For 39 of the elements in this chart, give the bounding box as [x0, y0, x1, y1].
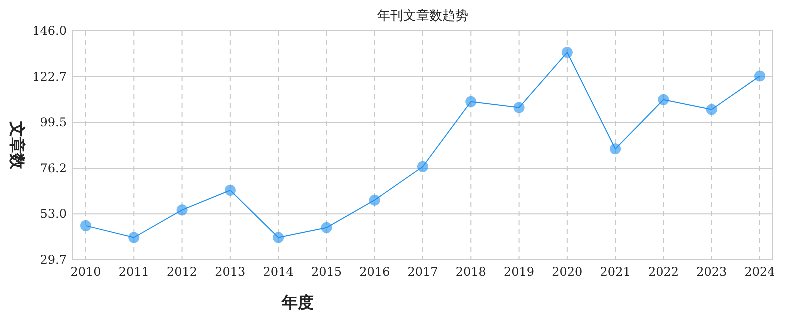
point [562, 47, 573, 58]
y-axis-title: 文章数 [8, 120, 27, 170]
x-tick-label: 2021 [600, 265, 631, 279]
point [128, 232, 140, 244]
point [514, 102, 525, 114]
x-tick-label: 2024 [744, 265, 776, 279]
x-tick-label: 2013 [215, 265, 246, 279]
point [369, 194, 380, 206]
x-tick-label: 2022 [648, 265, 679, 279]
y-tick-label: 29.7 [40, 253, 67, 267]
point [610, 144, 622, 155]
point [706, 104, 718, 116]
point [418, 161, 428, 172]
y-tick-label: 76.2 [40, 161, 67, 176]
x-tick-label: 2016 [360, 265, 390, 279]
x-tick-label: 2015 [311, 265, 342, 279]
x-tick-label: 2012 [167, 265, 198, 279]
y-tick-label: 99.5 [40, 116, 67, 130]
point [658, 94, 670, 106]
y-tick-label: 122.7 [32, 70, 67, 84]
point [176, 204, 188, 216]
x-tick-label: 2023 [696, 265, 728, 279]
point [754, 70, 766, 82]
chart-title: 年刊文章数趋势 [378, 9, 468, 24]
x-tick-label: 2020 [552, 265, 583, 279]
x-tick-label: 2011 [118, 265, 150, 279]
x-tick-label: 2019 [504, 265, 535, 279]
point [321, 222, 332, 234]
y-tick-label: 53.0 [40, 207, 67, 222]
x-tick-label: 2014 [263, 265, 294, 279]
x-tick-label: 2017 [408, 265, 438, 279]
point [273, 232, 284, 244]
point [466, 96, 477, 108]
point [80, 220, 92, 232]
x-axis-title: 年度 [281, 293, 314, 312]
point [224, 184, 236, 196]
y-tick-label: 146.0 [32, 24, 67, 38]
x-tick-label: 2018 [456, 265, 486, 279]
x-tick-label: 2010 [70, 265, 102, 279]
